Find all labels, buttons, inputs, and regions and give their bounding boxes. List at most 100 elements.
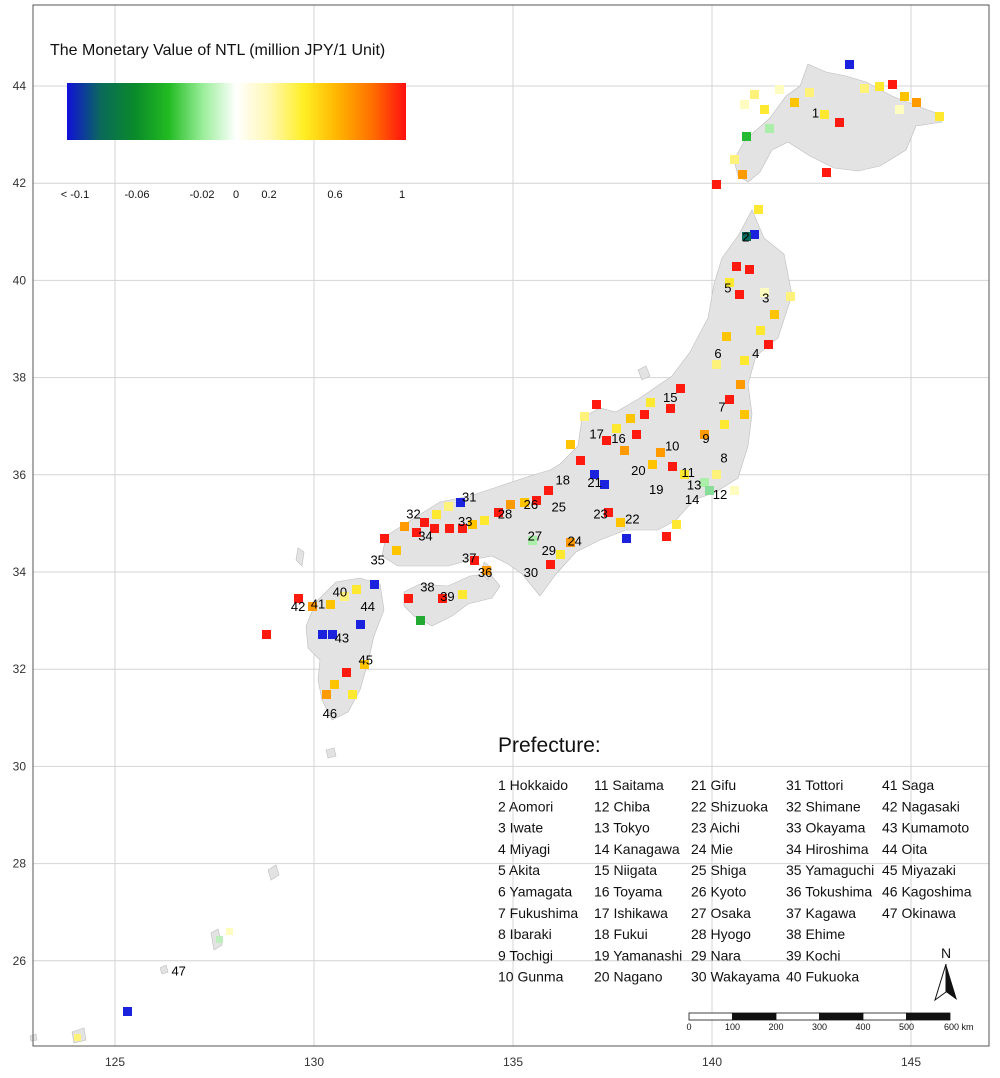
prefecture-legend-item: 27 Osaka	[691, 905, 751, 921]
prefecture-number-label: 14	[685, 492, 699, 507]
scale-bar-segment	[688, 1012, 733, 1021]
ntl-cell	[380, 534, 389, 543]
prefecture-number-label: 20	[631, 463, 645, 478]
prefecture-number-label: 38	[420, 579, 434, 594]
ntl-cell	[646, 398, 655, 407]
prefecture-legend-item: 42 Nagasaki	[882, 798, 960, 814]
y-tick-label: 40	[13, 273, 27, 287]
prefecture-legend-item: 46 Kagoshima	[882, 884, 972, 900]
ntl-cell	[662, 532, 671, 541]
ntl-cell	[764, 340, 773, 349]
prefecture-number-label: 31	[462, 490, 476, 505]
ntl-cell	[370, 580, 379, 589]
ntl-cell	[620, 446, 629, 455]
ntl-cell	[404, 594, 413, 603]
ntl-cell	[470, 556, 479, 565]
ntl-cell	[616, 518, 625, 527]
y-tick-label: 38	[13, 371, 27, 385]
ntl-cell	[712, 470, 721, 479]
colorbar-tick-label: 0	[233, 189, 239, 201]
ntl-cell	[468, 520, 477, 529]
ntl-cell	[420, 518, 429, 527]
prefecture-legend-item: 11 Saitama	[594, 777, 664, 793]
ntl-cell	[900, 92, 909, 101]
ntl-cell	[845, 60, 854, 69]
ntl-cell	[700, 478, 709, 487]
prefecture-legend-item: 23 Aichi	[691, 820, 740, 836]
ntl-cell	[626, 414, 635, 423]
scale-bar-segment	[819, 1012, 864, 1021]
prefecture-legend-item: 1 Hokkaido	[498, 777, 568, 793]
prefecture-legend-item: 31 Tottori	[786, 777, 843, 793]
ntl-cell	[520, 498, 529, 507]
scale-bar-segment	[732, 1012, 777, 1021]
ntl-cell	[546, 560, 555, 569]
ntl-cell	[216, 936, 223, 943]
prefecture-number-label: 10	[665, 439, 679, 454]
prefecture-legend-item: 35 Yamaguchi	[786, 862, 874, 878]
ntl-cell	[74, 1034, 81, 1041]
ntl-cell	[352, 585, 361, 594]
ntl-cell	[348, 690, 357, 699]
prefecture-legend-item: 14 Kanagawa	[594, 841, 680, 857]
ntl-cell	[532, 496, 541, 505]
prefecture-number-label: 33	[458, 514, 472, 529]
prefecture-number-label: 22	[625, 511, 639, 526]
ntl-cell	[566, 538, 575, 547]
ntl-cell	[458, 590, 467, 599]
y-tick-label: 26	[13, 954, 27, 968]
prefecture-number-label: 39	[440, 589, 454, 604]
prefecture-legend-item: 5 Akita	[498, 862, 540, 878]
x-tick-label: 130	[304, 1055, 324, 1069]
ntl-cell	[612, 424, 621, 433]
prefecture-number-label: 23	[593, 507, 607, 522]
prefecture-number-label: 32	[406, 507, 420, 522]
prefecture-legend-item: 40 Fukuoka	[786, 969, 859, 985]
ntl-cell	[742, 132, 751, 141]
ntl-cell	[760, 288, 769, 297]
prefecture-number-label: 45	[359, 652, 373, 667]
ntl-cell	[712, 360, 721, 369]
amami-land	[267, 864, 280, 881]
ntl-cell	[604, 508, 613, 517]
ntl-cell	[656, 448, 665, 457]
scale-bar-label: 0	[686, 1022, 691, 1032]
prefecture-number-label: 15	[663, 390, 677, 405]
ntl-cell	[740, 100, 749, 109]
ntl-cell	[756, 326, 765, 335]
ntl-cell	[740, 410, 749, 419]
scale-bar: 0 100 200 300 400 500 600 km	[686, 1012, 974, 1032]
ntl-cell	[722, 332, 731, 341]
colorbar-tick-label: 1	[399, 189, 405, 201]
prefecture-legend-item: 22 Shizuoka	[691, 798, 768, 814]
prefecture-legend-item: 16 Toyama	[594, 884, 662, 900]
ntl-cell	[480, 516, 489, 525]
ntl-cell	[528, 536, 537, 545]
prefecture-number-label: 11	[681, 465, 695, 480]
prefecture-number-label: 21	[587, 475, 601, 490]
prefecture-number-label: 28	[498, 507, 512, 522]
ntl-cell	[430, 524, 439, 533]
prefecture-number-label: 44	[360, 599, 374, 614]
ntl-cell	[720, 420, 729, 429]
ntl-cell	[725, 278, 734, 287]
prefecture-number-label: 19	[649, 482, 663, 497]
honshu-land	[381, 209, 793, 597]
prefecture-legend-item: 7 Fukushima	[498, 905, 578, 921]
ntl-cell	[294, 594, 303, 603]
prefecture-number-label: 43	[335, 630, 349, 645]
ntl-cell	[860, 84, 869, 93]
ntl-cell	[822, 168, 831, 177]
prefecture-legend-item: 24 Mie	[691, 841, 733, 857]
ntl-cell	[392, 546, 401, 555]
prefecture-number-label: 9	[702, 431, 709, 446]
ntl-cell	[750, 90, 759, 99]
ntl-cell	[888, 80, 897, 89]
prefecture-number-label: 4	[752, 346, 759, 361]
ntl-cell	[912, 98, 921, 107]
colorbar-tick-label: < -0.1	[61, 189, 89, 201]
ntl-cell	[342, 668, 351, 677]
scale-bar-segment	[862, 1012, 907, 1021]
yakushima-land	[325, 747, 337, 759]
